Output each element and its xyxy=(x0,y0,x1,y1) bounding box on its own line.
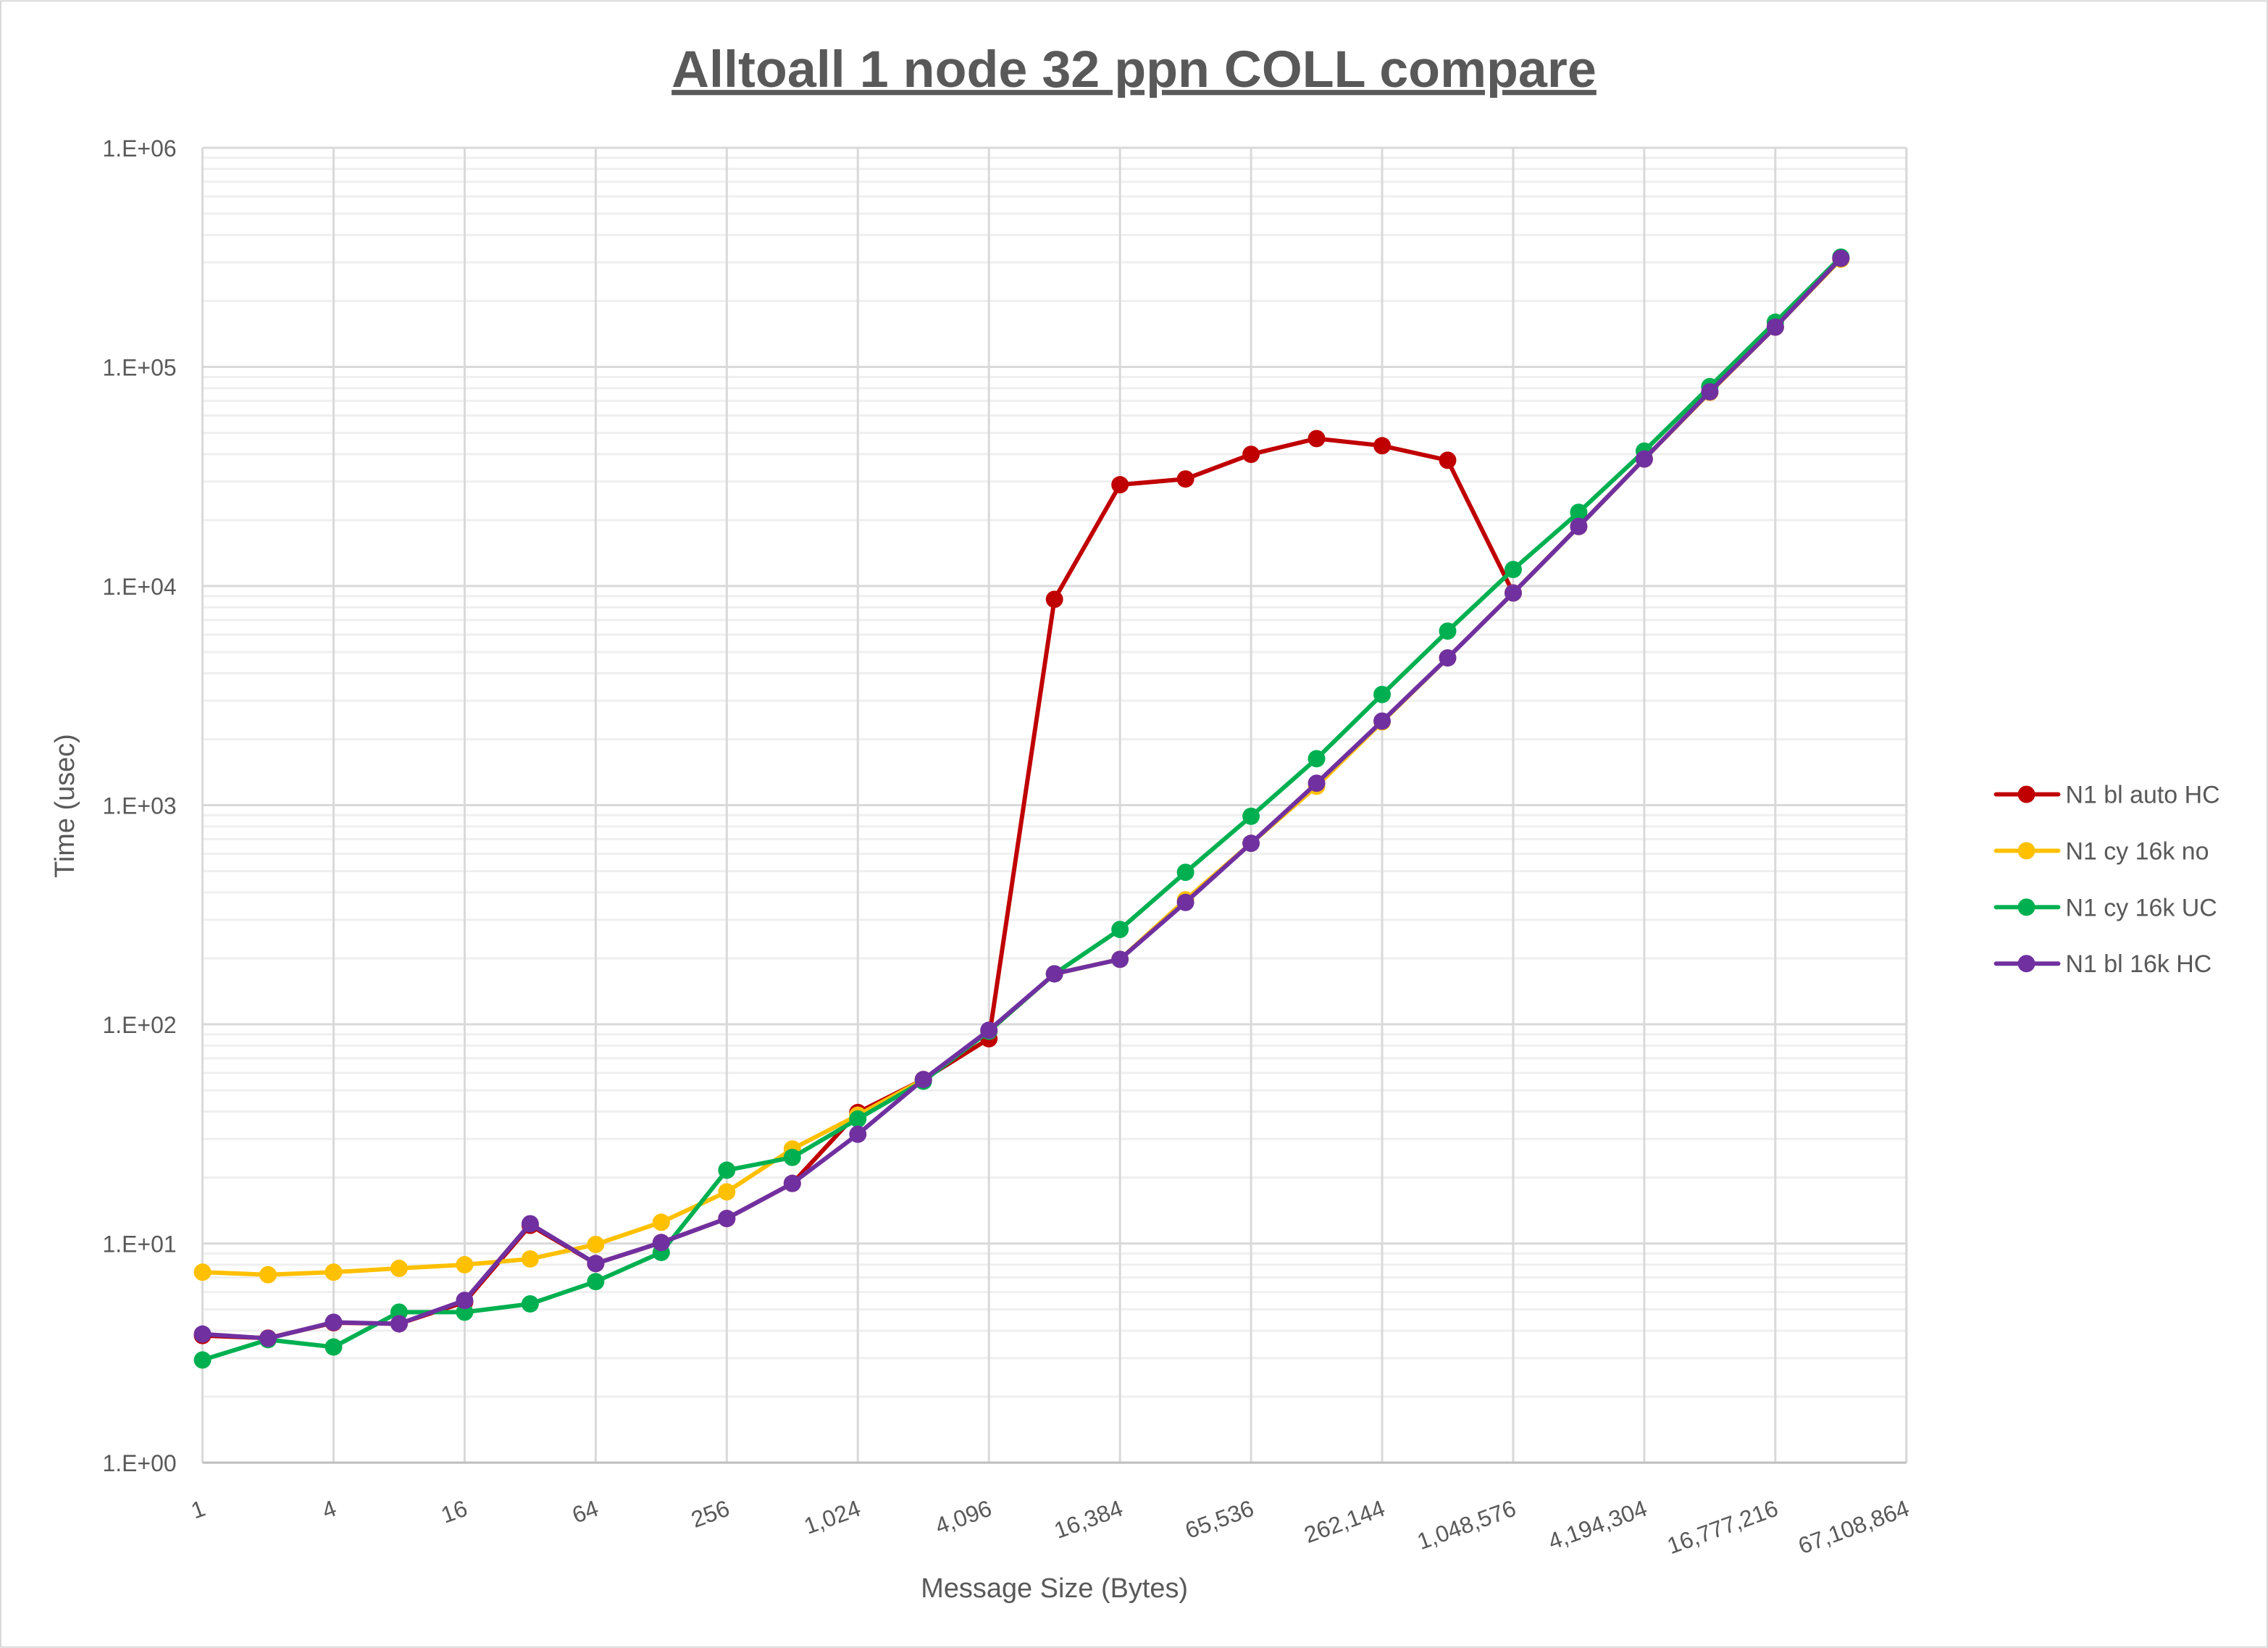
y-tick-label: 1.E+02 xyxy=(102,1012,176,1038)
data-point xyxy=(849,1125,867,1143)
data-point xyxy=(1176,470,1194,488)
data-point xyxy=(652,1234,670,1252)
data-point xyxy=(1111,950,1129,969)
x-axis-label: Message Size (Bytes) xyxy=(921,1573,1188,1604)
series-group xyxy=(193,248,1850,1369)
y-axis-label: Time (usec) xyxy=(50,734,80,878)
data-point xyxy=(587,1235,605,1253)
data-point xyxy=(456,1255,474,1273)
data-point xyxy=(783,1174,801,1192)
data-point xyxy=(1176,863,1194,882)
y-tick-label: 1.E+06 xyxy=(102,135,176,162)
legend-item: N1 bl auto HC xyxy=(1993,782,2220,809)
legend-item: N1 bl 16k HC xyxy=(1993,950,2211,978)
series-line xyxy=(202,256,1843,1341)
legend-item: N1 cy 16k UC xyxy=(1993,894,2217,921)
data-point xyxy=(1307,430,1326,448)
data-point xyxy=(1373,712,1392,730)
data-point xyxy=(1439,622,1457,640)
legend-label: N1 cy 16k UC xyxy=(2065,894,2217,921)
data-point xyxy=(325,1338,343,1356)
data-point xyxy=(1570,503,1588,522)
data-point xyxy=(1832,249,1850,267)
data-point xyxy=(193,1325,212,1343)
data-point xyxy=(718,1183,736,1201)
legend-label: N1 cy 16k no xyxy=(2065,837,2209,865)
data-point xyxy=(587,1273,605,1291)
legend-marker xyxy=(2017,955,2035,973)
y-tick-label: 1.E+03 xyxy=(102,793,176,819)
data-point xyxy=(1373,437,1392,455)
legend-item: N1 cy 16k no xyxy=(1993,837,2209,865)
data-point xyxy=(1045,590,1063,608)
legend: N1 bl auto HC N1 cy 16k no N1 cy 16k UC N1 … xyxy=(1993,782,2220,978)
legend-marker xyxy=(2017,785,2035,803)
data-point xyxy=(849,1110,867,1128)
data-point xyxy=(718,1161,736,1179)
y-tick-label: 1.E+05 xyxy=(102,354,176,380)
data-point xyxy=(980,1021,998,1040)
data-point xyxy=(587,1255,605,1273)
data-point xyxy=(193,1263,212,1281)
data-point xyxy=(1307,750,1326,768)
legend-marker xyxy=(2017,842,2035,860)
data-point xyxy=(456,1292,474,1310)
legend-label: N1 bl auto HC xyxy=(2065,782,2219,809)
legend-marker xyxy=(2017,898,2035,916)
data-point xyxy=(1570,517,1588,535)
y-tick-label: 1.E+00 xyxy=(102,1450,176,1476)
y-tick-label: 1.E+01 xyxy=(102,1231,176,1258)
data-point xyxy=(325,1313,343,1331)
data-point xyxy=(1504,561,1522,579)
data-point xyxy=(1242,446,1260,464)
data-point xyxy=(1439,649,1457,667)
data-point xyxy=(1439,451,1457,469)
data-point xyxy=(1307,774,1326,792)
data-point xyxy=(1045,965,1063,983)
data-point xyxy=(259,1266,277,1284)
chart-title: Alltoall 1 node 32 ppn COLL compare xyxy=(671,41,1597,99)
series-n1-bl-16k-hc xyxy=(193,249,1850,1347)
data-point xyxy=(1635,450,1653,468)
y-tick-label: 1.E+04 xyxy=(102,574,176,600)
data-point xyxy=(1242,807,1260,825)
data-point xyxy=(718,1210,736,1228)
data-point xyxy=(1766,318,1784,336)
data-point xyxy=(1373,685,1392,703)
data-point xyxy=(914,1071,932,1089)
data-point xyxy=(1111,921,1129,939)
data-point xyxy=(1242,835,1260,853)
data-point xyxy=(521,1215,539,1233)
data-point xyxy=(783,1148,801,1166)
data-point xyxy=(1111,476,1129,494)
data-point xyxy=(325,1263,343,1281)
data-point xyxy=(1701,382,1719,401)
data-point xyxy=(1176,893,1194,911)
data-point xyxy=(390,1315,408,1333)
data-point xyxy=(652,1213,670,1231)
data-point xyxy=(259,1329,277,1347)
data-point xyxy=(1504,584,1522,602)
legend-label: N1 bl 16k HC xyxy=(2065,950,2211,978)
data-point xyxy=(193,1351,212,1369)
data-point xyxy=(390,1259,408,1277)
data-point xyxy=(521,1250,539,1268)
data-point xyxy=(521,1295,539,1313)
